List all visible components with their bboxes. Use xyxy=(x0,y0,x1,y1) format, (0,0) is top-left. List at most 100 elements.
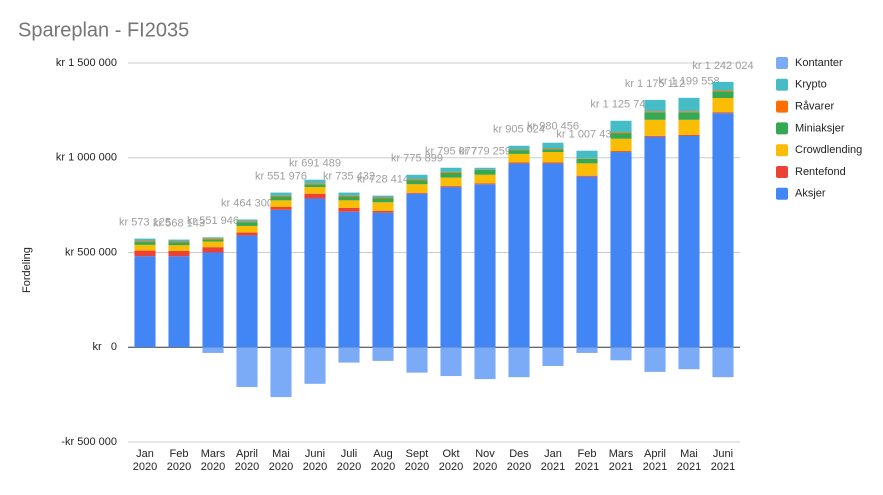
x-tick-label: Juni 2021 xyxy=(711,448,735,473)
bar-segment xyxy=(372,195,394,198)
bar-segment xyxy=(406,193,428,348)
legend-swatch xyxy=(776,187,788,200)
bar-segment xyxy=(474,184,496,348)
bar-segment xyxy=(270,200,292,207)
bar-segment xyxy=(304,193,326,199)
bar-segment xyxy=(168,256,190,348)
bar-segment xyxy=(406,192,428,194)
bar-segment xyxy=(508,145,530,150)
bar-segment xyxy=(508,150,530,154)
bar-segment xyxy=(508,347,530,378)
bar-segment xyxy=(202,241,224,248)
bar-segment xyxy=(508,153,530,163)
bar-segment xyxy=(202,237,224,239)
data-label: kr 568 143 xyxy=(153,217,205,229)
bar-segment xyxy=(576,347,598,353)
bar-segment xyxy=(644,347,666,372)
y-tick-label: kr 1 000 000 xyxy=(56,152,117,164)
bar-segment xyxy=(202,347,224,353)
bar-segment xyxy=(168,250,190,257)
bar-segment xyxy=(678,112,700,120)
legend-label: Rentefond xyxy=(795,166,846,178)
legend-swatch xyxy=(776,78,788,91)
bar-segment xyxy=(644,112,666,120)
bar-segment xyxy=(338,200,360,208)
bar-segment xyxy=(406,180,428,185)
y-tick-label: kr 0 xyxy=(93,341,117,353)
data-label: kr 779 259 xyxy=(459,146,511,158)
bar-segment xyxy=(202,252,224,348)
x-tick-label: Okt 2020 xyxy=(439,448,463,473)
bar-segment xyxy=(168,239,190,242)
bar-segment xyxy=(576,158,598,164)
data-label: kr 551 946 xyxy=(187,215,239,227)
data-label: kr 1 242 024 xyxy=(692,60,753,72)
legend-label: Aksjer xyxy=(795,188,826,200)
bar-segment xyxy=(712,91,734,99)
bar-segment xyxy=(372,198,394,203)
bar-segment xyxy=(168,242,190,246)
bar-segment xyxy=(712,81,734,91)
legend-swatch xyxy=(776,100,788,113)
x-tick-label: April 2021 xyxy=(643,448,667,473)
bar-segment xyxy=(542,152,564,163)
bar-segment xyxy=(134,250,156,257)
x-tick-label: Mai 2020 xyxy=(269,448,293,473)
bar-segment xyxy=(508,149,530,151)
bar-segment xyxy=(134,244,156,251)
bar-segment xyxy=(644,135,666,137)
bar-segment xyxy=(372,197,394,199)
bar-segment xyxy=(134,242,156,245)
legend-swatch xyxy=(776,166,788,178)
bar-segment xyxy=(644,136,666,348)
bar-segment xyxy=(542,162,564,164)
bar-segment xyxy=(338,196,360,201)
data-label: kr 905 024 xyxy=(493,124,545,136)
bar-segment xyxy=(610,151,632,153)
bar-segment xyxy=(440,177,462,187)
bar-segment xyxy=(372,212,394,348)
legend-swatch xyxy=(776,144,788,157)
data-label: kr 1 175 112 xyxy=(625,78,685,90)
x-tick-label: Mai 2021 xyxy=(677,448,701,473)
bar-segment xyxy=(270,192,292,196)
bar-segment xyxy=(304,183,326,185)
bar-segment xyxy=(678,135,700,348)
bar-segment xyxy=(678,347,700,370)
data-label: kr 573 125 xyxy=(119,217,171,229)
bar-segment xyxy=(338,347,360,363)
bar-segment xyxy=(406,347,428,373)
bar-segment xyxy=(270,195,292,197)
bar-segment xyxy=(236,219,258,222)
bar-segment xyxy=(338,207,360,212)
bar-segment xyxy=(168,245,190,251)
bar-segment xyxy=(542,163,564,348)
bar-segment xyxy=(474,174,496,184)
bar-segment xyxy=(270,347,292,398)
bar-segment xyxy=(644,99,666,112)
bar-segment xyxy=(440,186,462,188)
bar-segment xyxy=(338,192,360,196)
bar-segment xyxy=(542,142,564,149)
bar-segment xyxy=(236,235,258,348)
bar-segment xyxy=(236,222,258,226)
bar-segment xyxy=(610,138,632,152)
bar-segment xyxy=(610,152,632,348)
bar-segment xyxy=(304,347,326,384)
data-label: kr 464 300 xyxy=(221,197,273,209)
legend-label: Miniaksjer xyxy=(795,122,845,134)
bar-segment xyxy=(372,202,394,211)
bar-segment xyxy=(338,211,360,348)
bar-segment xyxy=(474,167,496,170)
bar-segment xyxy=(202,247,224,253)
bar-segment xyxy=(134,256,156,348)
bar-segment xyxy=(610,132,632,134)
bar-segment xyxy=(576,176,598,348)
y-tick-label: kr 1 500 000 xyxy=(56,57,117,69)
chart-title: Spareplan - FI2035 xyxy=(18,19,189,41)
bar-segment xyxy=(542,148,564,150)
legend-swatch xyxy=(776,57,788,69)
legend-label: Råvarer xyxy=(795,101,834,113)
bar-segment xyxy=(712,90,734,92)
